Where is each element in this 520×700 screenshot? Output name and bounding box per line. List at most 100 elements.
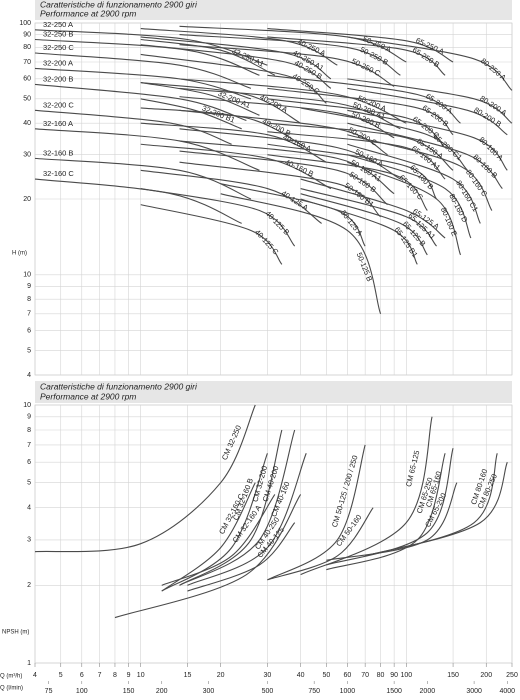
curve [140, 38, 276, 76]
x2-tick-label: 100 [76, 688, 88, 695]
curve [300, 193, 428, 256]
y-tick-label: 7 [27, 311, 31, 318]
x2-axis-label: Q (l/min) [0, 686, 23, 692]
curve-label: 32-160 B [43, 148, 73, 157]
x2-tick-label: 150 [123, 688, 135, 695]
curve [34, 109, 232, 145]
y-tick-label: 30 [23, 152, 31, 159]
curve [347, 154, 472, 239]
curve [34, 29, 268, 66]
x-tick-label: 150 [447, 672, 459, 679]
y-tick-label: 5 [27, 347, 31, 354]
y-tick-label: 60 [23, 76, 31, 83]
y-tick-label: 3 [27, 537, 31, 544]
curve [267, 98, 446, 149]
curve [347, 134, 493, 211]
curve [179, 33, 401, 76]
y-tick-label: 4 [27, 372, 31, 379]
curve [179, 96, 395, 139]
curve [140, 36, 332, 80]
x-tick-label: 10 [137, 672, 145, 679]
curve-label: 32-250 B [43, 29, 73, 38]
x-tick-label: 30 [264, 672, 272, 679]
curve [365, 462, 508, 557]
x2-tick-label: 1500 [386, 688, 402, 695]
x2-tick-label: 750 [308, 688, 320, 695]
x-tick-label: 20 [217, 672, 225, 679]
curve [347, 109, 508, 171]
y-tick-label: 40 [23, 120, 31, 127]
curve [114, 494, 302, 619]
y-tick-label: 9 [27, 414, 31, 421]
x2-tick-label: 1000 [340, 688, 356, 695]
y-tick-label: 9 [27, 283, 31, 290]
curve [140, 107, 307, 149]
curve-label: 32-160 C [43, 169, 74, 178]
y-tick-label: 50 [23, 96, 31, 103]
curve [179, 44, 395, 87]
curve [140, 82, 260, 116]
curve [300, 188, 437, 247]
y-tick-label: 90 [23, 31, 31, 38]
x2-tick-label: 3000 [466, 688, 482, 695]
curve [34, 404, 256, 553]
curve [347, 78, 513, 124]
curve-label: 32-250 C [43, 43, 74, 52]
curve [179, 140, 395, 195]
curve-label: 32-200 A [43, 58, 73, 67]
x-axis-label: Q (m³/h) [0, 674, 22, 680]
curve [179, 161, 381, 218]
y-tick-label: 8 [27, 427, 31, 434]
y-tick-label: 1 [27, 660, 31, 667]
y-tick-label: 10 [23, 272, 31, 279]
x-tick-label: 200 [480, 672, 492, 679]
x2-tick-label: 2000 [420, 688, 436, 695]
curve [161, 494, 276, 586]
curve [267, 28, 454, 63]
curve [267, 507, 374, 581]
title-band [35, 381, 512, 403]
curve [347, 87, 508, 136]
title-band [35, 0, 512, 20]
y-tick-label: 20 [23, 196, 31, 203]
curve-label: 32-250 A [43, 20, 73, 29]
y-tick-label: 7 [27, 442, 31, 449]
curve [267, 154, 428, 211]
curve [140, 169, 322, 224]
curve [347, 36, 513, 91]
curve [140, 204, 283, 265]
curve [179, 128, 401, 180]
x-tick-label: 50 [322, 672, 330, 679]
curve [326, 482, 458, 561]
curve [347, 161, 462, 256]
curve [267, 131, 446, 180]
x2-tick-label: 500 [262, 688, 274, 695]
x2-tick-label: 300 [203, 688, 215, 695]
y-axis-label: NPSH (m) [2, 630, 29, 636]
x-tick-label: 9 [127, 672, 131, 679]
x-tick-label: 8 [113, 672, 117, 679]
curve [179, 150, 388, 206]
curve [161, 482, 256, 592]
x-tick-label: 4 [33, 672, 37, 679]
x2-tick-label: 75 [45, 688, 53, 695]
curve [179, 109, 388, 156]
y-tick-label: 4 [27, 505, 31, 512]
curve [347, 143, 481, 224]
curve [267, 87, 454, 136]
curve [347, 122, 503, 189]
curve [140, 44, 332, 89]
y-axis-label: H (m) [12, 251, 27, 257]
y-tick-label: 80 [23, 44, 31, 51]
x-tick-label: 250 [506, 672, 518, 679]
y-tick-label: 6 [27, 328, 31, 335]
curve [34, 128, 260, 171]
y-tick-label: 70 [23, 59, 31, 66]
curve [267, 444, 366, 581]
curve [300, 178, 446, 239]
y-tick-label: 2 [27, 582, 31, 589]
curve-label: 32-160 A [43, 119, 73, 128]
x-tick-label: 80 [377, 672, 385, 679]
